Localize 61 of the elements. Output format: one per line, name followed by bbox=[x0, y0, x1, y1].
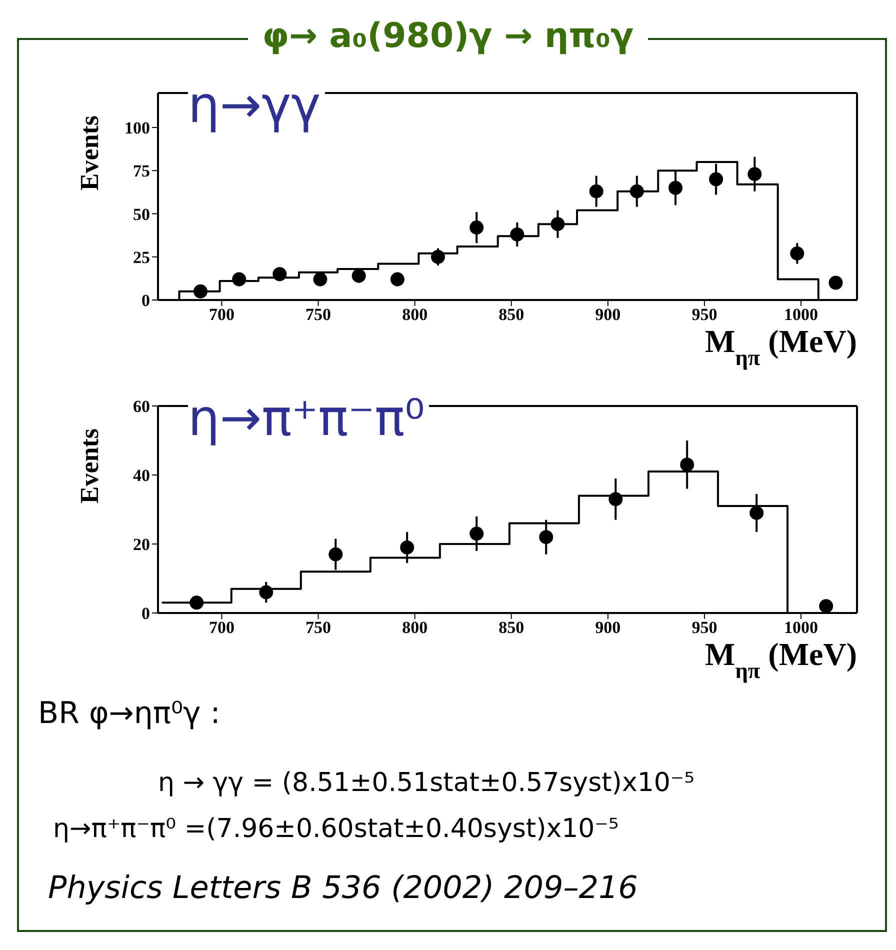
annotation: η→γγ bbox=[188, 76, 322, 134]
x-tick-label: 900 bbox=[595, 618, 621, 638]
point bbox=[539, 530, 554, 544]
point bbox=[470, 220, 484, 235]
point bbox=[400, 540, 414, 554]
point bbox=[550, 217, 565, 232]
point bbox=[630, 184, 644, 198]
x-tick-label: 800 bbox=[402, 618, 428, 638]
point bbox=[193, 284, 208, 298]
y-tick-label: 20 bbox=[133, 535, 150, 554]
y-axis-title: Events bbox=[74, 428, 104, 504]
point bbox=[259, 585, 274, 600]
text: BR φ→ηπ⁰γ : bbox=[38, 696, 220, 731]
x-tick-label: 750 bbox=[306, 305, 332, 324]
text: η → γγ = (8.51±0.51stat±0.57syst)x10⁻⁵ bbox=[158, 768, 695, 798]
point bbox=[510, 227, 524, 242]
point bbox=[819, 599, 834, 613]
point bbox=[272, 267, 287, 282]
x-axis-title: M$_{ηπ}$ (MeV) bbox=[704, 323, 857, 370]
y-tick-label: 0 bbox=[142, 291, 150, 310]
point bbox=[328, 547, 343, 562]
x-tick-label: 950 bbox=[692, 618, 718, 638]
point bbox=[828, 276, 843, 290]
point bbox=[190, 596, 204, 610]
chart-title: φ→ a₀(980)γ → ηπ₀γ bbox=[248, 16, 648, 56]
x-tick-label: 700 bbox=[208, 305, 234, 324]
y-axis-title: Events bbox=[74, 115, 104, 191]
y-tick-label: 50 bbox=[133, 204, 150, 224]
x-tick-label: 900 bbox=[595, 305, 621, 324]
x-tick-label: 1000 bbox=[784, 618, 818, 638]
y-tick-label: 40 bbox=[133, 466, 150, 486]
y-tick-label: 60 bbox=[133, 397, 150, 416]
point bbox=[470, 526, 484, 541]
x-axis-title: M$_{ηπ}$ (MeV) bbox=[704, 636, 857, 682]
y-tick-label: 0 bbox=[142, 604, 150, 624]
x-tick-label: 950 bbox=[692, 305, 718, 324]
point bbox=[352, 268, 366, 283]
point bbox=[750, 506, 764, 520]
x-tick-label: 850 bbox=[498, 305, 524, 324]
x-tick-label: 800 bbox=[402, 305, 428, 324]
point bbox=[232, 272, 246, 286]
x-tick-label: 700 bbox=[208, 618, 234, 638]
point bbox=[608, 492, 623, 506]
x-tick-label: 1000 bbox=[784, 305, 818, 324]
point bbox=[709, 172, 724, 186]
point bbox=[748, 167, 762, 182]
point bbox=[589, 184, 604, 198]
point bbox=[680, 458, 694, 472]
point bbox=[790, 246, 804, 260]
point bbox=[313, 272, 328, 286]
point bbox=[430, 250, 445, 264]
y-tick-label: 100 bbox=[124, 118, 150, 138]
x-tick-label: 850 bbox=[498, 618, 524, 638]
text: Physics Letters B 536 (2002) 209–216 bbox=[48, 870, 638, 906]
point bbox=[668, 180, 682, 195]
point bbox=[390, 272, 404, 286]
y-tick-label: 75 bbox=[133, 162, 150, 181]
y-tick-label: 25 bbox=[133, 248, 150, 267]
annotation: η→π⁺π⁻π⁰ bbox=[188, 389, 426, 447]
x-tick-label: 750 bbox=[306, 618, 332, 638]
text: η→π⁺π⁻π⁰ =(7.96±0.60stat±0.40syst)x10⁻⁵ bbox=[53, 814, 619, 844]
